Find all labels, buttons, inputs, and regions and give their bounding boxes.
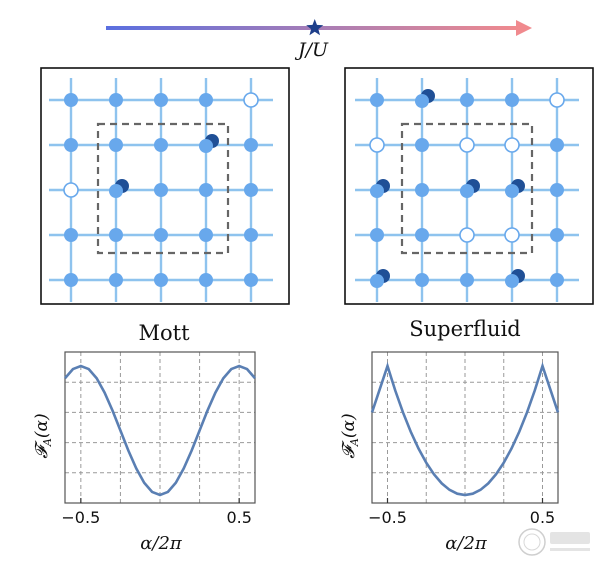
occupied-site [415,273,429,287]
superfluid-lattice-sites [369,89,565,288]
occupied-site [550,273,564,287]
double-occupancy-site [370,274,384,288]
superfluid-xtick-label: 0.5 [530,508,555,527]
coupling-axis-label: J/U [294,39,329,61]
mott-plot-grid [65,352,255,503]
occupied-site [154,228,168,242]
occupied-site [244,183,258,197]
double-occupancy-site [370,184,384,198]
occupied-site [109,273,123,287]
mott-subsystem-region [96,122,230,255]
occupied-site [460,93,474,107]
mott-xtick-label: −0.5 [61,508,100,527]
occupied-site [415,228,429,242]
occupied-site [199,228,213,242]
mott-lattice-panel [40,67,290,305]
empty-site [459,137,475,153]
empty-site [504,137,520,153]
occupied-site [154,183,168,197]
superfluid-subsystem-region [400,122,534,255]
empty-site [504,227,520,243]
superfluid-phase-label: Superfluid [409,317,521,341]
mott-plot-ticks: −0.5 0.5 [61,498,252,527]
occupied-site [550,138,564,152]
star-marker [306,19,324,36]
superfluid-plot-xlabel: α/2π [445,533,488,554]
mott-plot-frame [64,351,256,504]
empty-site [459,227,475,243]
occupied-site [199,93,213,107]
occupied-site [415,138,429,152]
double-occupancy-site [109,184,123,198]
occupied-site [370,228,384,242]
mott-phase-label: Mott [138,321,190,345]
occupied-site [154,138,168,152]
superfluid-ylabel-sub: A [348,438,361,447]
double-occupancy-site [460,184,474,198]
occupied-site [64,273,78,287]
occupied-site [550,228,564,242]
mott-entanglement-curve [64,364,256,497]
occupied-site [550,183,564,197]
occupied-site [109,138,123,152]
double-occupancy-site [199,139,213,153]
mott-ylabel-sub: A [41,438,54,447]
empty-site [63,182,79,198]
superfluid-ylabel-arg: (α) [339,413,359,438]
superfluid-plot-frame [371,351,559,504]
university-watermark-logo [518,528,590,556]
empty-site [243,92,259,108]
superfluid-panel-frame [344,67,594,305]
mott-ylabel-arg: (α) [32,413,52,438]
occupied-site [244,138,258,152]
mott-entanglement-plot: −0.5 0.5 α/2π 𝓕A(α) [32,351,256,554]
superfluid-plot-ylabel: 𝓕A(α) [339,413,361,458]
superfluid-plot-ticks: −0.5 0.5 [368,498,555,527]
occupied-site [154,93,168,107]
occupied-site [109,93,123,107]
occupied-site [370,93,384,107]
occupied-site [64,138,78,152]
double-occupancy-site [505,274,519,288]
occupied-site [199,273,213,287]
occupied-site [460,273,474,287]
superfluid-xtick-label: −0.5 [368,508,407,527]
occupied-site [64,228,78,242]
mott-lattice-sites [63,92,259,287]
double-occupancy-site [505,184,519,198]
empty-site [549,92,565,108]
superfluid-entanglement-curve [370,361,560,497]
occupied-site [244,273,258,287]
occupied-site [199,183,213,197]
occupied-site [109,228,123,242]
occupied-site [154,273,168,287]
occupied-site [415,183,429,197]
arrow-head [516,20,532,36]
mott-panel-frame [40,67,290,305]
superfluid-entanglement-plot: −0.5 0.5 α/2π 𝓕A(α) [339,351,560,554]
superfluid-lattice-panel [344,67,594,305]
occupied-site [64,93,78,107]
mott-plot-ylabel: 𝓕A(α) [32,413,54,458]
mott-plot-xlabel: α/2π [140,533,183,554]
mott-xtick-label: 0.5 [226,508,251,527]
occupied-site [244,228,258,242]
double-occupancy-site [415,94,429,108]
occupied-site [505,93,519,107]
empty-site [369,137,385,153]
superfluid-plot-grid [372,352,558,503]
